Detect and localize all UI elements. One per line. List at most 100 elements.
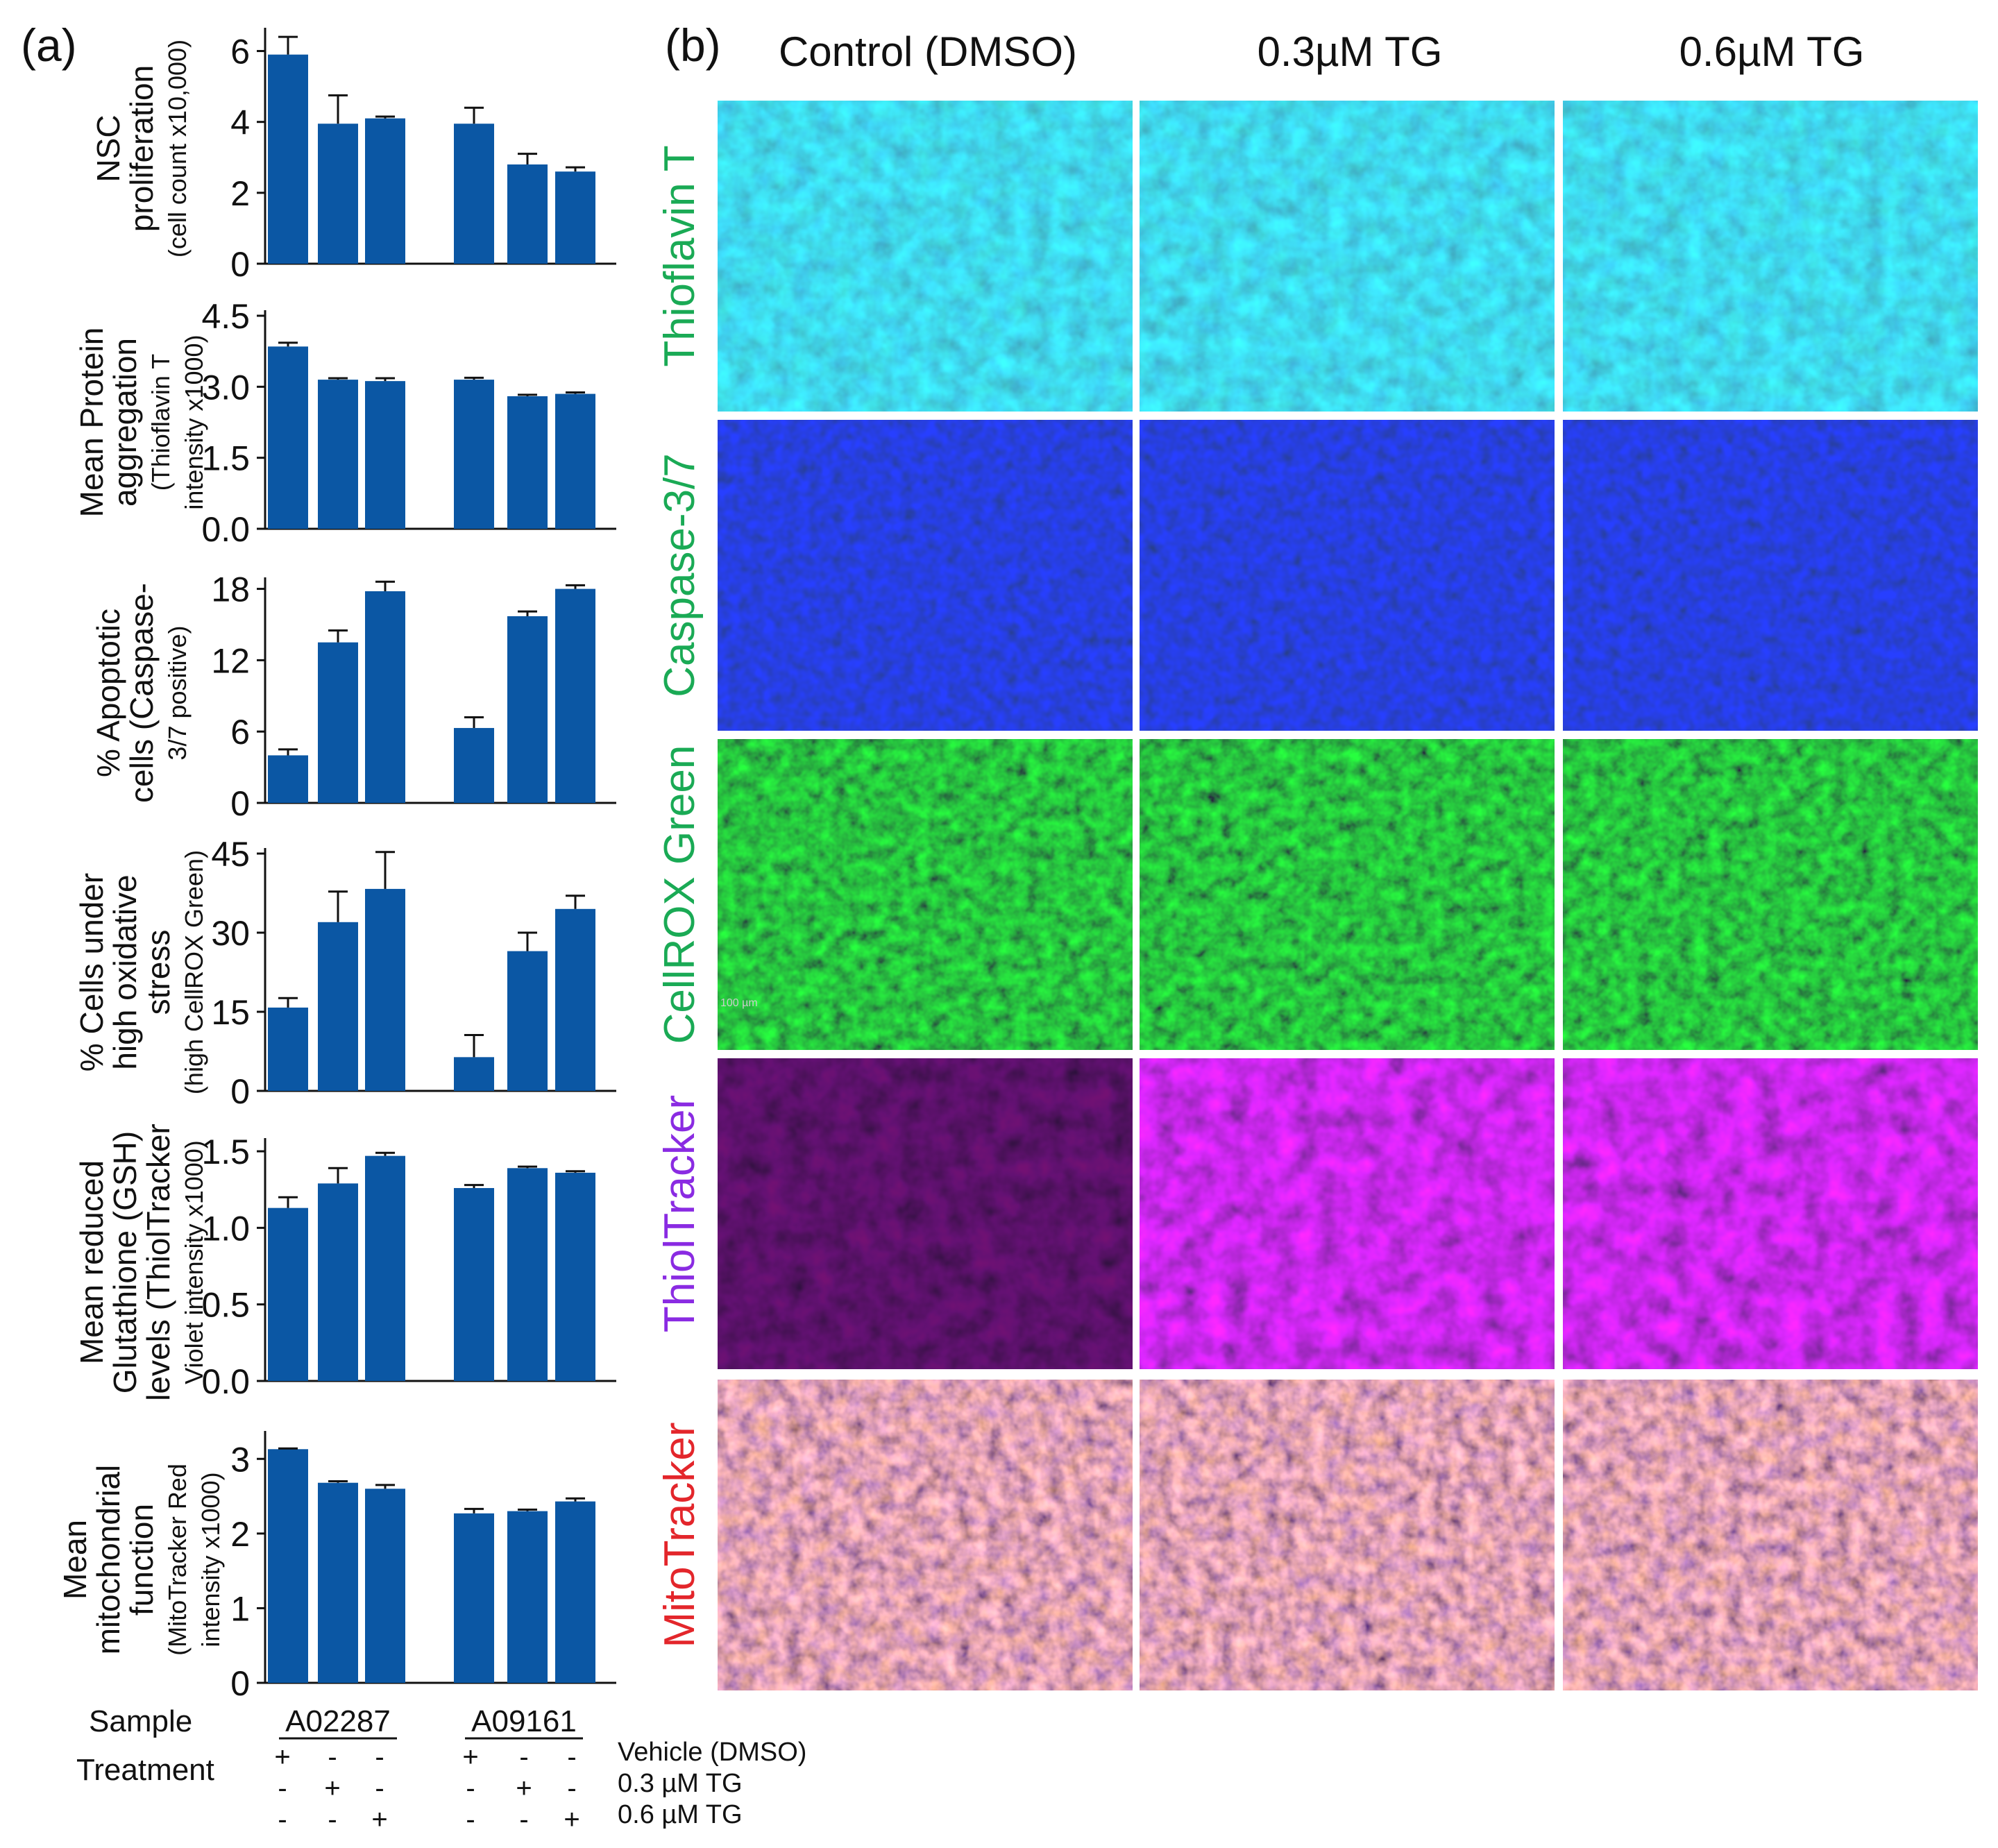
treatment-sign: + (462, 1742, 478, 1772)
micrograph-image (718, 1380, 1133, 1690)
treatment-sign: + (274, 1742, 290, 1772)
micrograph-cell (1140, 1380, 1555, 1690)
micrograph-image (718, 420, 1133, 731)
y-axis-label: intensity x1000) (196, 1472, 225, 1647)
y-tick-label: 6 (230, 33, 250, 71)
micrograph-cell (718, 739, 1133, 1050)
bar (318, 380, 358, 529)
bar (507, 164, 548, 264)
y-axis-label: (Thioflavin T (146, 354, 175, 491)
y-tick-label: 0.0 (201, 1362, 250, 1401)
treatment-sign: - (278, 1804, 287, 1835)
treatment-sign: - (375, 1742, 384, 1772)
bar (555, 588, 595, 803)
bar (268, 346, 308, 529)
micrograph-image (1563, 739, 1978, 1050)
micrograph-cell (1563, 1058, 1978, 1369)
treatment-sign: + (324, 1773, 340, 1804)
micrograph-image (1140, 1058, 1555, 1369)
y-axis-label: stress (140, 930, 176, 1015)
micrograph-cell (1563, 420, 1978, 731)
row-label: Caspase-3/7 (656, 453, 704, 697)
bar (454, 1057, 494, 1091)
bar (507, 616, 548, 803)
bar (454, 1187, 494, 1381)
micrograph-image (1563, 1058, 1978, 1369)
y-tick-label: 30 (211, 914, 250, 953)
bar (365, 1489, 405, 1683)
bar (318, 642, 358, 803)
bar (507, 1511, 548, 1683)
micrograph-image (718, 1058, 1133, 1369)
bar (454, 124, 494, 264)
sample-id: A02287 (285, 1704, 391, 1738)
micrograph-cell (1140, 1058, 1555, 1369)
micrograph-image (1140, 739, 1555, 1050)
y-axis-label: function (124, 1504, 160, 1616)
y-axis-label: high oxidative (107, 874, 143, 1069)
y-axis-label: proliferation (124, 65, 160, 232)
micrograph-cell (1563, 101, 1978, 412)
y-axis-label: Mean reduced (74, 1160, 110, 1364)
micrograph-image (1563, 101, 1978, 412)
y-tick-label: 4.5 (201, 297, 250, 336)
micrograph-image (1140, 420, 1555, 731)
bar (555, 1501, 595, 1683)
micrograph-cell (1140, 739, 1555, 1050)
sample-id: A09161 (471, 1704, 577, 1738)
y-tick-label: 1.5 (201, 439, 250, 478)
bar (318, 124, 358, 264)
y-axis-label: Glutathione (GSH) (107, 1131, 143, 1393)
treatment-sign: - (567, 1773, 576, 1804)
treatment-sign: - (519, 1742, 528, 1772)
bar (555, 171, 595, 264)
treatment-sign: - (375, 1773, 384, 1804)
y-tick-label: 1.5 (201, 1133, 250, 1171)
micrograph-image (1563, 420, 1978, 731)
bar (365, 381, 405, 529)
y-tick-label: 15 (211, 993, 250, 1032)
treatment-sign: + (516, 1773, 532, 1804)
bar (268, 1207, 308, 1381)
treatment-row-label: 0.6 µM TG (618, 1800, 743, 1829)
y-tick-label: 1.0 (201, 1209, 250, 1248)
y-tick-label: 3 (230, 1440, 250, 1479)
bar (268, 755, 308, 803)
bar (365, 591, 405, 803)
y-axis-label: aggregation (107, 338, 143, 507)
micrograph-image (1140, 1380, 1555, 1690)
sample-label: Sample (89, 1704, 192, 1738)
treatment-sign: - (328, 1804, 337, 1835)
row-label: CellROX Green (656, 745, 704, 1044)
y-axis-label: mitochondrial (90, 1465, 126, 1655)
micrograph-image (718, 739, 1133, 1050)
treatment-sign: - (466, 1773, 475, 1804)
y-axis-label: intensity x1000) (180, 334, 208, 509)
treatment-label: Treatment (76, 1753, 214, 1787)
micrograph-image (1140, 101, 1555, 412)
bar (454, 1513, 494, 1683)
treatment-row-label: 0.3 µM TG (618, 1769, 743, 1798)
bar (454, 728, 494, 803)
y-tick-label: 0.0 (201, 510, 250, 549)
bar (454, 380, 494, 529)
column-header: Control (DMSO) (779, 28, 1077, 75)
bar (365, 118, 405, 264)
column-header: 0.3µM TG (1258, 28, 1443, 75)
bar (318, 922, 358, 1091)
micrograph-cell (1563, 1380, 1978, 1690)
panel-b-label: (b) (665, 19, 721, 71)
y-axis-label: NSC (90, 115, 126, 182)
microscopy-image-grid: Control (DMSO) 0.3µM TG 0.6µM TG Thioflavin… (656, 28, 1978, 1690)
y-tick-label: 0 (230, 245, 250, 284)
row-label: ThiolTracker (656, 1095, 704, 1332)
y-axis-label: Mean Protein (74, 328, 110, 518)
y-tick-label: 12 (211, 641, 250, 680)
